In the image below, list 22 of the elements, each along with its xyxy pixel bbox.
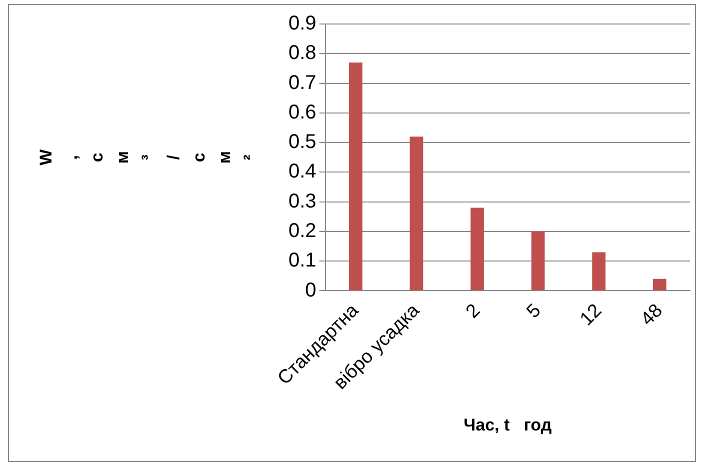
y-tick-label: 0.8 [288, 42, 316, 64]
y-tick-label: 0.4 [288, 160, 316, 183]
bar [531, 231, 545, 290]
x-tick-label: 12 [576, 300, 606, 330]
y-tick-label: 0.1 [288, 250, 316, 272]
bar [652, 278, 666, 290]
x-tick-label: 2 [462, 300, 484, 323]
x-tick-label: 48 [637, 300, 667, 330]
text: W, см³/см² [36, 149, 260, 166]
bar [349, 62, 362, 290]
bar [470, 208, 484, 290]
y-tick-label: 0.6 [288, 101, 316, 124]
y-tick-label: 0.5 [288, 131, 316, 154]
bar [592, 252, 606, 290]
y-tick-label: 0.3 [288, 190, 316, 212]
y-tick-label: 0 [305, 279, 316, 302]
y-tick-label: 0.2 [288, 220, 316, 242]
y-tick-label: 0.7 [288, 72, 316, 94]
x-tick-label: 5 [522, 300, 546, 323]
bar [410, 136, 424, 290]
y-tick-label: 0.9 [288, 12, 316, 35]
x-axis-title: Час, t год [464, 415, 552, 434]
